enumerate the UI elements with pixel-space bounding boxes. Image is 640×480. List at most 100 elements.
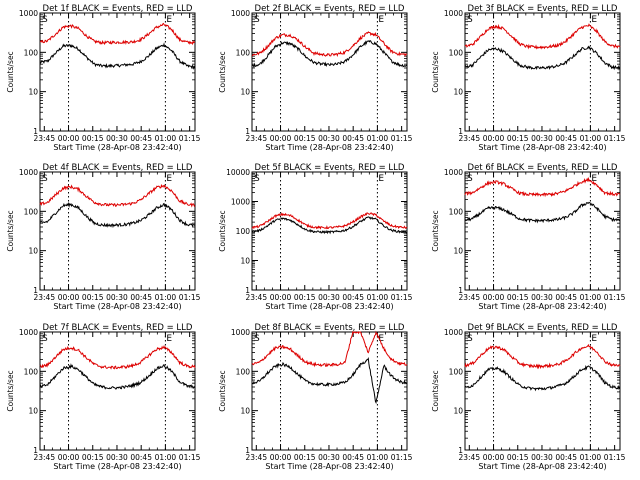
x-tick-label: 00:30 — [318, 134, 340, 143]
y-tick-label: 1000 — [19, 9, 38, 18]
events-series-line — [39, 201, 196, 229]
y-tick-label: 100 — [24, 48, 39, 57]
plot-frame — [39, 331, 196, 451]
x-tick-label: 00:45 — [555, 134, 577, 143]
x-tick-label: 00:30 — [318, 293, 340, 302]
x-tick-label: 00:00 — [58, 453, 80, 462]
plot-frame — [251, 331, 408, 451]
x-tick-label: 23:45 — [33, 453, 55, 462]
end-marker: E — [166, 334, 172, 344]
y-tick-label: 1000 — [231, 198, 250, 207]
x-tick-label: 00:00 — [270, 453, 292, 462]
x-tick-label: 00:30 — [106, 293, 128, 302]
y-tick-label: 1000 — [19, 168, 38, 177]
x-tick-label: 23:45 — [458, 134, 480, 143]
y-tick-label: 1 — [458, 446, 463, 455]
x-tick-label: 00:15 — [507, 293, 529, 302]
x-axis-label: Start Time (28-Apr-08 23:42:40) — [478, 143, 606, 152]
x-tick-label: 23:45 — [33, 293, 55, 302]
x-tick-label: 00:45 — [342, 453, 364, 462]
y-axis-label: Counts/sec — [218, 370, 227, 411]
x-axis-label: Start Time (28-Apr-08 23:42:40) — [53, 302, 181, 311]
x-axis-label: Start Time (28-Apr-08 23:42:40) — [53, 462, 181, 471]
x-tick-label: 00:00 — [58, 293, 80, 302]
y-tick-label: 1 — [33, 286, 38, 295]
x-tick-label: 00:15 — [82, 453, 104, 462]
x-tick-label: 00:45 — [130, 453, 152, 462]
x-tick-label: 00:30 — [531, 453, 553, 462]
x-axis-label: Start Time (28-Apr-08 23:42:40) — [265, 302, 393, 311]
x-tick-label: 23:45 — [33, 134, 55, 143]
x-tick-label: 23:45 — [458, 293, 480, 302]
end-marker: E — [166, 174, 172, 184]
start-marker: S — [467, 174, 473, 184]
panel-title: Det 6f BLACK = Events, RED = LLD — [468, 163, 618, 173]
x-tick-label: 00:45 — [555, 453, 577, 462]
end-marker: E — [166, 15, 172, 25]
x-tick-label: 00:45 — [342, 293, 364, 302]
y-axis-label: Counts/sec — [431, 370, 440, 411]
start-marker: S — [467, 15, 473, 25]
x-tick-label: 01:00 — [155, 134, 177, 143]
panel-title: Det 3f BLACK = Events, RED = LLD — [468, 4, 618, 14]
end-marker: E — [591, 15, 597, 25]
lld-series-line — [251, 212, 408, 230]
y-axis-label: Counts/sec — [431, 51, 440, 92]
panel-title: Det 8f BLACK = Events, RED = LLD — [255, 323, 405, 333]
y-tick-label: 1000 — [231, 9, 250, 18]
y-tick-label: 1 — [33, 127, 38, 136]
x-tick-label: 00:00 — [270, 293, 292, 302]
end-marker: E — [591, 334, 597, 344]
start-marker: S — [467, 334, 473, 344]
x-tick-label: 01:15 — [604, 293, 626, 302]
y-tick-label: 1000 — [444, 168, 463, 177]
plot-frame — [251, 12, 408, 132]
x-tick-label: 00:15 — [294, 453, 316, 462]
x-tick-label: 01:15 — [179, 134, 201, 143]
y-tick-label: 100 — [236, 48, 251, 57]
x-tick-label: 01:00 — [155, 453, 177, 462]
x-tick-label: 01:15 — [179, 453, 201, 462]
plot-frame — [464, 331, 621, 451]
x-tick-label: 01:00 — [580, 293, 602, 302]
x-tick-label: 00:45 — [342, 134, 364, 143]
start-marker: S — [254, 334, 260, 344]
x-axis-label: Start Time (28-Apr-08 23:42:40) — [53, 143, 181, 152]
x-tick-label: 01:15 — [179, 293, 201, 302]
y-tick-label: 1000 — [231, 328, 250, 337]
x-tick-label: 01:15 — [391, 293, 413, 302]
y-tick-label: 1 — [245, 286, 250, 295]
panel-title: Det 7f BLACK = Events, RED = LLD — [43, 323, 193, 333]
x-tick-label: 00:30 — [106, 134, 128, 143]
x-tick-label: 00:45 — [130, 134, 152, 143]
x-tick-label: 01:15 — [391, 453, 413, 462]
x-tick-label: 01:15 — [391, 134, 413, 143]
events-series-line — [39, 363, 195, 390]
x-tick-label: 01:00 — [580, 453, 602, 462]
events-series-line — [251, 40, 408, 69]
y-tick-label: 10 — [28, 88, 38, 97]
start-marker: S — [254, 15, 260, 25]
y-tick-label: 1 — [245, 446, 250, 455]
x-tick-label: 00:15 — [507, 134, 529, 143]
y-tick-label: 100 — [449, 207, 464, 216]
x-tick-label: 00:15 — [82, 293, 104, 302]
panel-title: Det 5f BLACK = Events, RED = LLD — [255, 163, 405, 173]
y-tick-label: 100 — [236, 227, 251, 236]
x-axis-label: Start Time (28-Apr-08 23:42:40) — [265, 143, 393, 152]
x-axis-label: Start Time (28-Apr-08 23:42:40) — [478, 302, 606, 311]
lld-series-line — [39, 344, 196, 370]
y-tick-label: 10 — [240, 407, 250, 416]
x-tick-label: 23:45 — [458, 453, 480, 462]
x-tick-label: 00:00 — [483, 453, 505, 462]
panel-title: Det 9f BLACK = Events, RED = LLD — [468, 323, 618, 333]
end-marker: E — [378, 174, 384, 184]
y-tick-label: 1000 — [444, 9, 463, 18]
y-axis-label: Counts/sec — [6, 210, 15, 251]
x-tick-label: 00:45 — [130, 293, 152, 302]
x-tick-label: 00:30 — [106, 453, 128, 462]
lld-series-line — [39, 183, 196, 208]
panel-title: Det 1f BLACK = Events, RED = LLD — [43, 4, 193, 14]
y-tick-label: 10 — [28, 407, 38, 416]
